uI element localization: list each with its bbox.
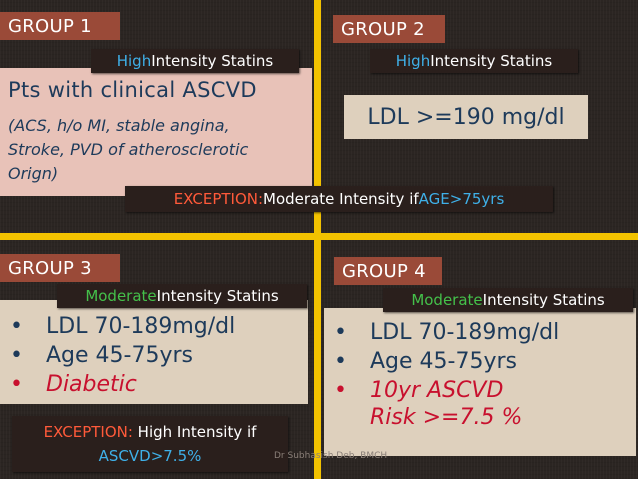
group2-panel: LDL >=190 mg/dl bbox=[344, 95, 588, 139]
group3-criterion-text: Age 45-75yrs bbox=[46, 343, 193, 368]
group2-label: GROUP 2 bbox=[333, 15, 445, 43]
group4-intensity-text: Intensity Statins bbox=[482, 291, 605, 309]
group4-criterion: • LDL 70-189mg/dl bbox=[334, 318, 559, 347]
exception-bottom: EXCEPTION: High Intensity if ASCVD>7.5% bbox=[12, 416, 288, 472]
group4-risk-line2: Risk >=7.5 % bbox=[370, 405, 523, 430]
group3-intensity-text: Intensity Statins bbox=[156, 287, 279, 305]
exception-bottom-word: EXCEPTION: bbox=[43, 423, 133, 441]
group3-criterion: • Age 45-75yrs bbox=[10, 341, 235, 370]
group4-criterion-text: Age 45-75yrs bbox=[370, 349, 517, 374]
bullet: • bbox=[10, 372, 23, 397]
group1-intensity-level: High bbox=[116, 52, 152, 70]
group4-intensity-level: Moderate bbox=[411, 291, 483, 309]
exception-bottom-text: High Intensity if bbox=[132, 423, 257, 441]
exception-top-age-word: AGE bbox=[418, 190, 450, 208]
exception-top-age-value: >75yrs bbox=[449, 190, 505, 208]
group4-panel: • LDL 70-189mg/dl • Age 45-75yrs • 10yr ASC… bbox=[324, 308, 636, 456]
exception-bottom-line1: EXCEPTION: High Intensity if bbox=[12, 420, 288, 444]
group3-intensity-tag: Moderate Intensity Statins bbox=[57, 284, 307, 308]
exception-bottom-value: ASCVD>7.5% bbox=[98, 447, 202, 465]
group1-panel: Pts with clinical ASCVD (ACS, h/o MI, st… bbox=[0, 68, 312, 196]
group1-intensity-tag: High Intensity Statins bbox=[91, 49, 299, 73]
group3-criterion-text: LDL 70-189mg/dl bbox=[46, 314, 236, 339]
group4-criterion-text: LDL 70-189mg/dl bbox=[370, 320, 560, 345]
group2-intensity-text: Intensity Statins bbox=[430, 52, 553, 70]
exception-top-word: EXCEPTION: bbox=[173, 190, 264, 208]
group1-intensity-text: Intensity Statins bbox=[151, 52, 274, 70]
group4-intensity-tag: Moderate Intensity Statins bbox=[383, 288, 633, 312]
group4-criterion: • 10yr ASCVD bbox=[334, 376, 559, 405]
group3-intensity-level: Moderate bbox=[85, 287, 157, 305]
group1-detail-line: Stroke, PVD of atherosclerotic bbox=[8, 140, 249, 159]
group3-criterion: • LDL 70-189mg/dl bbox=[10, 312, 235, 341]
bullet: • bbox=[10, 343, 23, 368]
group2-intensity-level: High bbox=[395, 52, 431, 70]
author-credit: Dr Subhasish Deb, BMCH bbox=[274, 451, 388, 461]
group1-title: Pts with clinical ASCVD bbox=[8, 78, 257, 102]
bullet: • bbox=[334, 378, 347, 403]
group2-ldl: LDL >=190 mg/dl bbox=[367, 104, 565, 130]
bullet: • bbox=[10, 314, 23, 339]
bullet: • bbox=[334, 320, 347, 345]
group4-risk-line1: 10yr ASCVD bbox=[370, 378, 504, 403]
group3-label: GROUP 3 bbox=[0, 254, 120, 282]
group1-details: (ACS, h/o MI, stable angina, Stroke, PVD… bbox=[8, 114, 248, 186]
group1-label: GROUP 1 bbox=[0, 12, 120, 40]
exception-top-text: Moderate Intensity if bbox=[263, 190, 419, 208]
group4-label: GROUP 4 bbox=[334, 257, 442, 285]
group3-criteria-list: • LDL 70-189mg/dl • Age 45-75yrs • Diabetic bbox=[10, 312, 235, 399]
group3-criterion-text: Diabetic bbox=[46, 372, 137, 397]
exception-top: EXCEPTION: Moderate Intensity if AGE >75… bbox=[125, 186, 553, 212]
group4-criteria-list: • LDL 70-189mg/dl • Age 45-75yrs • 10yr ASC… bbox=[334, 318, 559, 405]
horizontal-divider bbox=[0, 233, 638, 240]
group3-panel: • LDL 70-189mg/dl • Age 45-75yrs • Diabetic bbox=[0, 300, 308, 404]
group1-detail-line: Orign) bbox=[8, 164, 59, 183]
group1-detail-line: (ACS, h/o MI, stable angina, bbox=[8, 116, 230, 135]
group4-criterion: • Age 45-75yrs bbox=[334, 347, 559, 376]
group2-intensity-tag: High Intensity Statins bbox=[370, 49, 578, 73]
group3-criterion: • Diabetic bbox=[10, 370, 235, 399]
bullet: • bbox=[334, 349, 347, 374]
